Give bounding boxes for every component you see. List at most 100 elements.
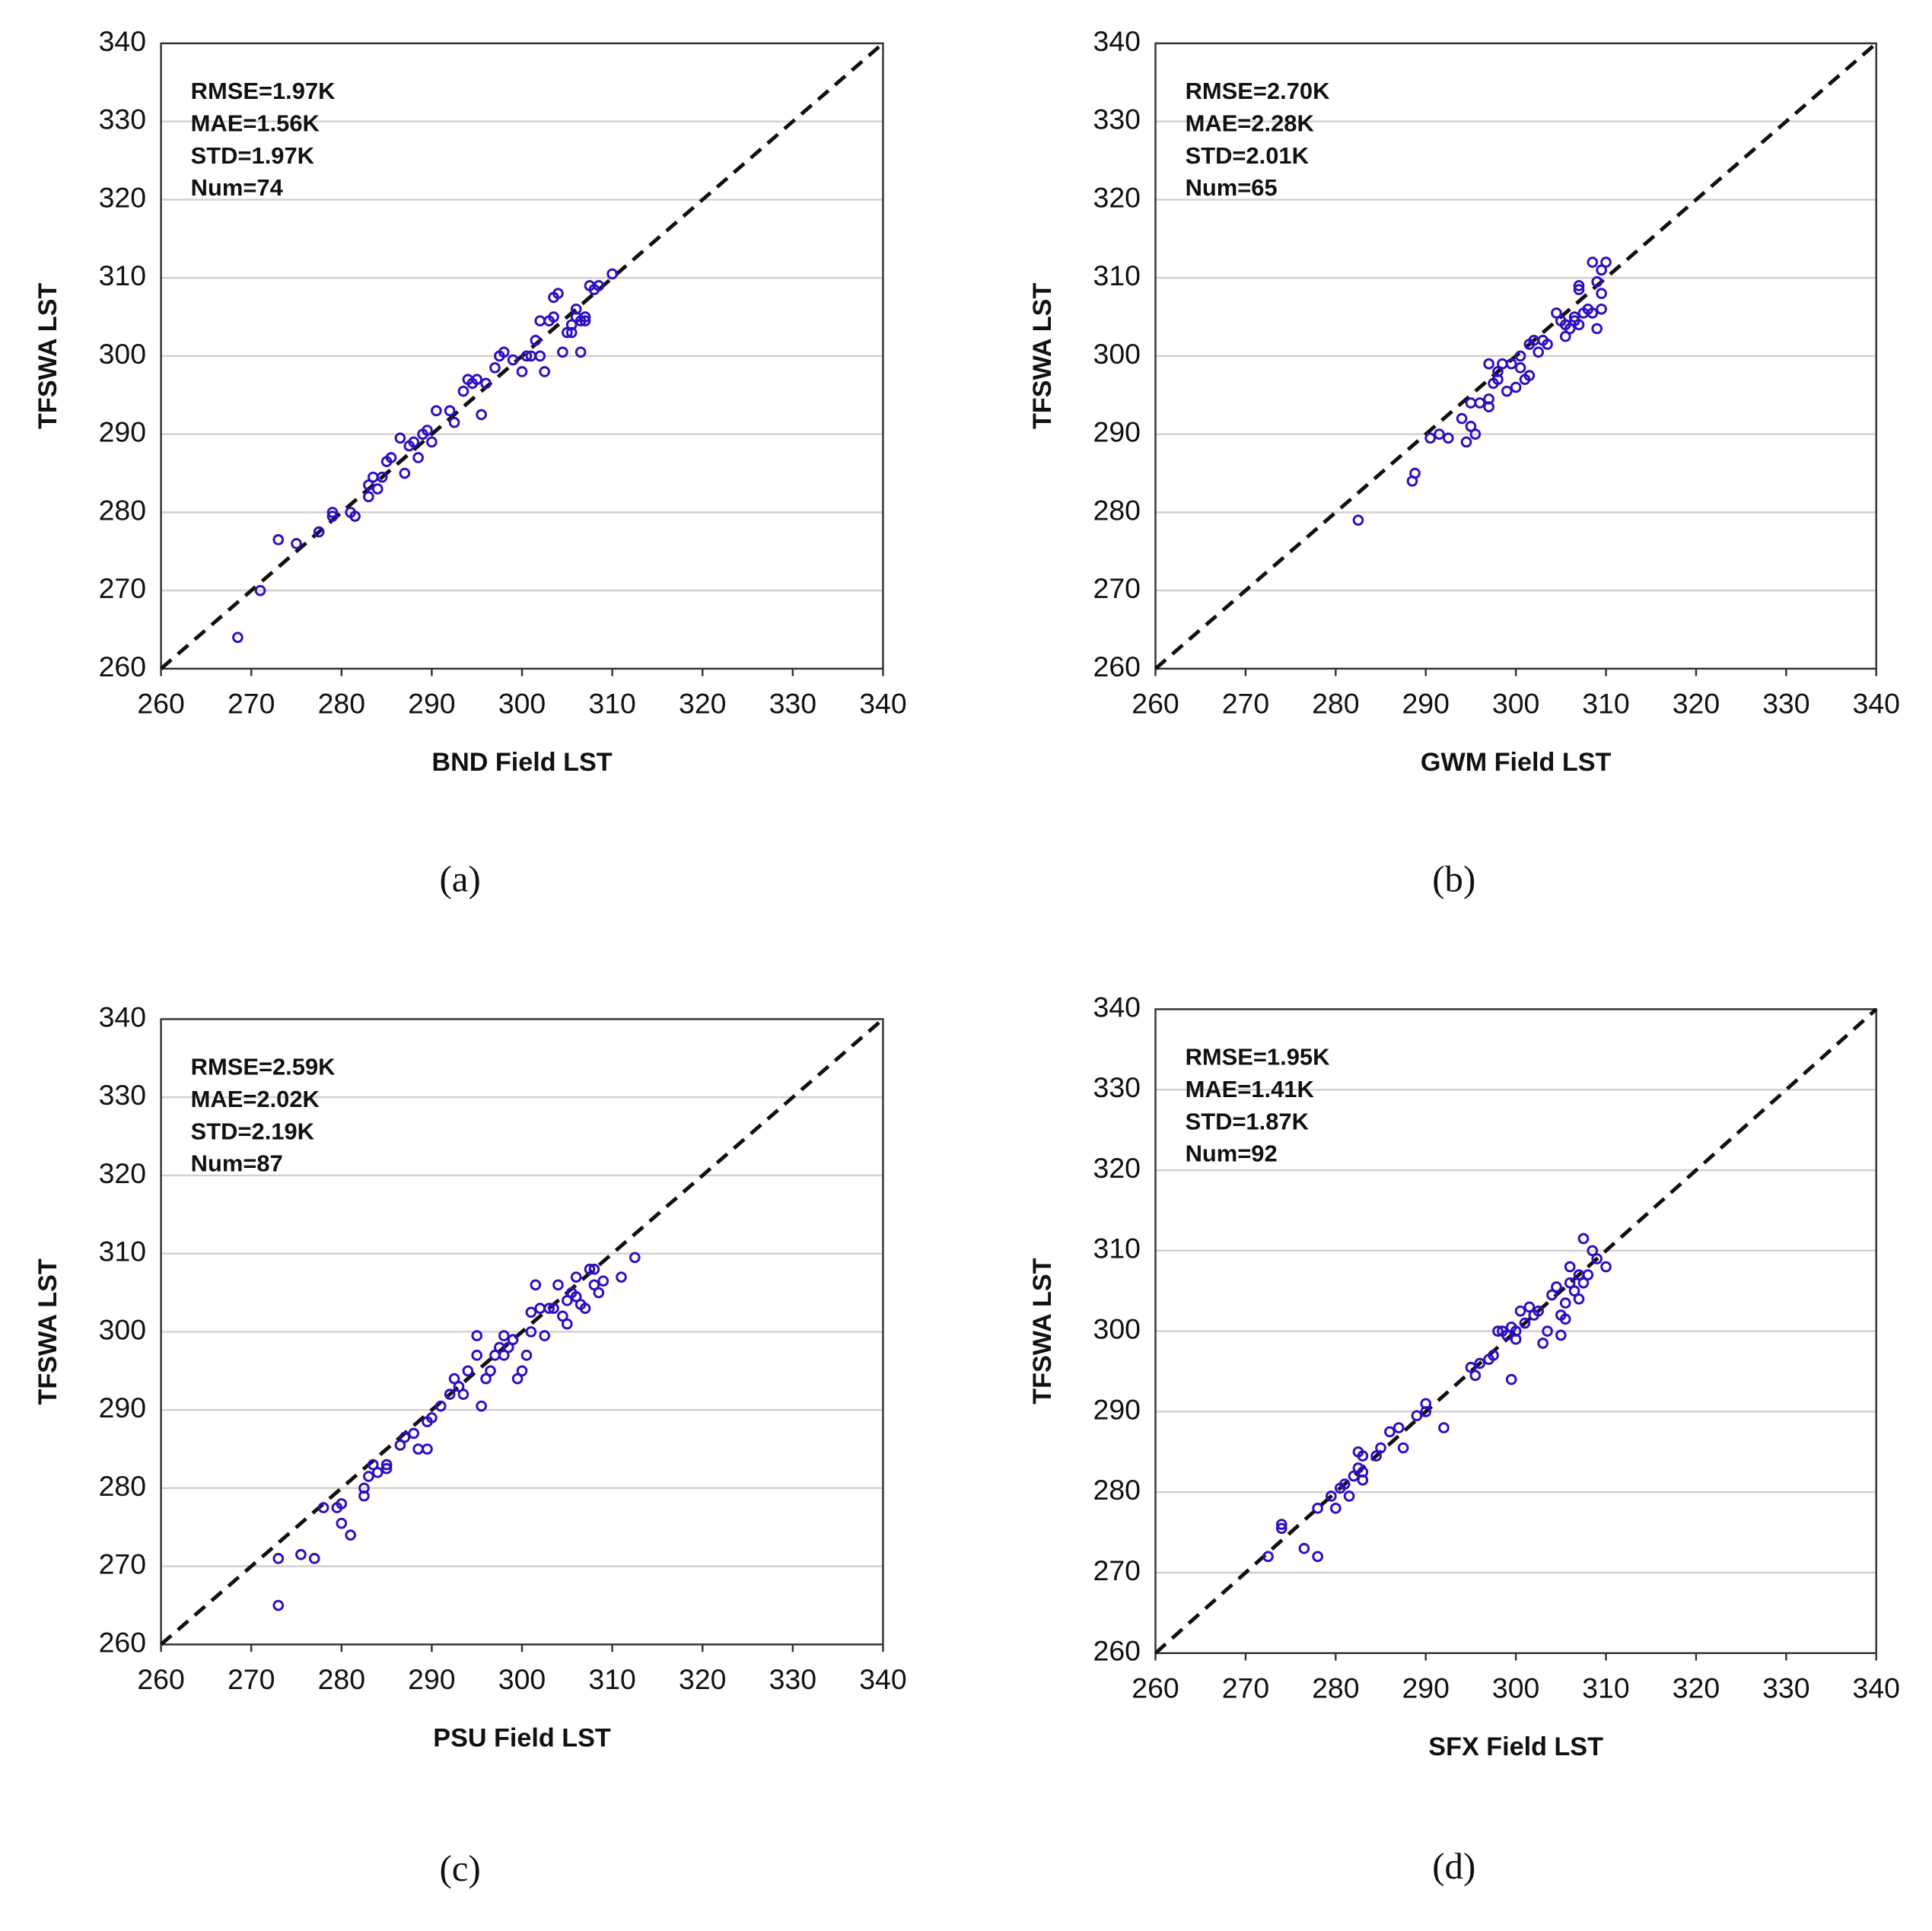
point [1393, 1422, 1405, 1433]
x-tick-label: 300 [1492, 1672, 1539, 1704]
point [232, 631, 243, 644]
x-tick-label: 290 [408, 1663, 455, 1695]
point [1587, 256, 1599, 268]
point [1587, 307, 1599, 319]
point [272, 1599, 285, 1611]
x-tick-label: 340 [1853, 688, 1900, 720]
identity-line [1154, 1007, 1878, 1655]
point [1573, 1293, 1585, 1305]
point [457, 1389, 469, 1400]
point [471, 374, 483, 386]
point [363, 479, 374, 491]
point [579, 1303, 591, 1314]
point [498, 1330, 510, 1341]
point [579, 315, 591, 327]
x-tick-label: 280 [1312, 688, 1359, 720]
x-tick-label: 260 [1132, 688, 1179, 720]
point [1474, 397, 1486, 409]
panel: 260 270 280 290 300 310 320 330 340 260 270 280 290 3… [1028, 25, 1900, 900]
caption: (a) [440, 858, 481, 900]
point [1384, 1426, 1396, 1438]
point [1357, 1450, 1369, 1462]
point [1505, 358, 1517, 370]
y-tick-label: 290 [99, 416, 146, 448]
point [1510, 381, 1522, 393]
x-tick-label: 340 [859, 1663, 906, 1695]
point [412, 1443, 424, 1455]
point [1564, 1277, 1576, 1289]
point [539, 1330, 550, 1341]
point [1555, 1329, 1567, 1341]
point [1577, 1277, 1590, 1289]
point [408, 1427, 420, 1440]
point [1559, 330, 1571, 342]
y-tick-label: 280 [1093, 494, 1141, 526]
point [476, 1400, 487, 1412]
point [380, 1462, 393, 1474]
point [588, 1279, 600, 1291]
point [1559, 1297, 1571, 1309]
plot-frame [1154, 1008, 1877, 1654]
point [1262, 1551, 1274, 1563]
point [336, 1498, 348, 1509]
point [511, 1373, 524, 1385]
point [1564, 323, 1576, 335]
point [1370, 1450, 1382, 1462]
y-tick-label: 270 [99, 572, 146, 604]
point [434, 1400, 447, 1412]
point [1514, 362, 1526, 374]
x-tick-label: 270 [228, 688, 275, 720]
point [1469, 1370, 1482, 1382]
x-tick-label: 320 [679, 1663, 726, 1695]
point [1501, 1329, 1513, 1341]
point [1434, 428, 1445, 440]
y-tick-label: 320 [99, 1157, 146, 1189]
point [593, 280, 605, 291]
y-tick-label: 310 [1093, 259, 1141, 291]
stat-label: MAE=1.56K [191, 110, 320, 137]
point [1483, 358, 1494, 370]
point [308, 1553, 320, 1564]
point [1551, 307, 1562, 319]
y-tick-label: 270 [1093, 1554, 1141, 1586]
point [1329, 1503, 1342, 1514]
point [358, 1482, 370, 1494]
y-tick-label: 300 [1093, 338, 1141, 370]
point [1577, 1233, 1590, 1245]
y-tick-label: 260 [1093, 651, 1141, 682]
point [1568, 1285, 1580, 1297]
point [575, 346, 587, 358]
point [1420, 1398, 1432, 1410]
point [570, 303, 582, 315]
point [1591, 275, 1603, 288]
point [295, 1548, 307, 1560]
point [471, 1349, 483, 1361]
y-tick-label: 280 [99, 494, 146, 526]
x-tick-label: 320 [679, 688, 726, 720]
point [530, 335, 542, 346]
point [1519, 1317, 1531, 1329]
point [371, 1467, 384, 1478]
point [1582, 1269, 1594, 1280]
point [471, 1330, 483, 1341]
x-tick-label: 290 [1402, 1672, 1450, 1704]
y-tick-label: 290 [99, 1392, 146, 1424]
point [616, 1271, 627, 1283]
point [1474, 1357, 1486, 1370]
point [272, 1553, 285, 1564]
point [1483, 393, 1494, 405]
y-tick-label: 340 [99, 1000, 146, 1032]
point [543, 1303, 555, 1314]
stat-label: STD=1.87K [1186, 1108, 1310, 1134]
x-tick-label: 280 [1312, 1672, 1359, 1704]
point [326, 511, 339, 522]
x-tick-label: 260 [137, 1663, 184, 1695]
point [1397, 1442, 1409, 1454]
point [1352, 514, 1364, 526]
point [376, 471, 388, 483]
point [254, 584, 266, 596]
y-tick-label: 320 [99, 181, 146, 213]
point [1497, 358, 1508, 370]
stat-label: MAE=1.41K [1186, 1076, 1315, 1102]
plot-frame [160, 42, 884, 670]
